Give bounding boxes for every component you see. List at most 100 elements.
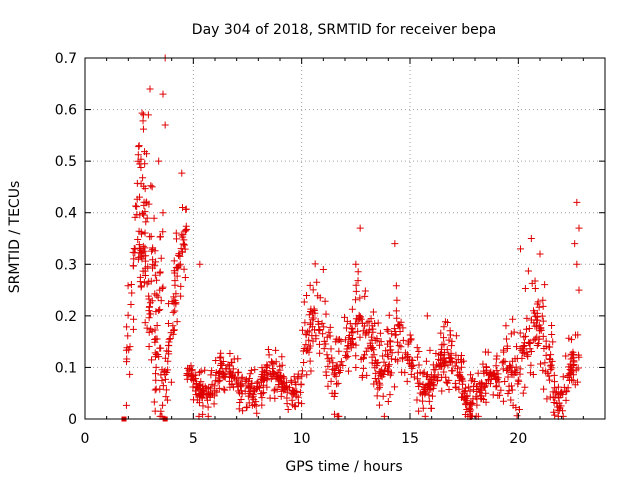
data-point [203,385,211,393]
data-point [307,367,315,375]
data-point [375,401,383,409]
data-point [337,358,345,366]
data-point [148,247,156,255]
data-point [140,278,148,286]
data-point [201,366,209,374]
data-point [496,391,504,399]
data-point [395,342,403,350]
data-point [250,396,258,404]
data-point [335,347,343,355]
data-point [323,333,331,341]
data-point [393,338,401,346]
data-point [500,357,508,365]
data-point [469,395,477,403]
y-tick-label: 0.6 [55,103,77,119]
data-point [460,387,468,395]
data-point [397,343,405,351]
data-point [152,370,160,378]
data-point [342,354,350,362]
data-point [550,399,558,407]
data-point [164,357,172,365]
data-point [373,392,381,400]
data-point [270,387,278,395]
data-point [410,373,418,381]
data-point [474,369,482,377]
data-point [163,368,171,376]
data-point [550,408,558,416]
data-point [196,260,204,268]
data-point [352,260,360,268]
data-point [182,226,190,234]
data-point [123,344,131,352]
data-point [509,315,517,323]
data-point [422,357,430,365]
x-tick-label: 10 [293,431,311,447]
data-point [362,331,370,339]
data-point [334,379,342,387]
x-tick-label: 5 [189,431,198,447]
data-point [161,121,169,129]
data-point [152,258,160,266]
data-point [146,85,154,93]
data-point [137,163,145,171]
data-point [141,185,149,193]
data-point [287,377,295,385]
data-point [523,314,531,322]
data-point [547,351,555,359]
data-point [533,309,541,317]
data-point [330,369,338,377]
data-point [368,343,376,351]
data-point [150,214,158,222]
data-point [421,387,429,395]
data-point [539,366,547,374]
data-point [324,382,332,390]
data-point [535,303,543,311]
data-point [388,349,396,357]
data-point [157,233,165,241]
data-point [533,333,541,341]
data-point [180,265,188,273]
data-point [207,390,215,398]
data-point [322,310,330,318]
data-point [126,370,134,378]
data-point [515,406,523,414]
data-point [537,360,545,368]
data-point [162,393,170,401]
y-tick-label: 0 [68,412,77,428]
data-point [487,368,495,376]
data-point [403,353,411,361]
data-point [138,230,146,238]
data-point [451,362,459,370]
data-point [347,328,355,336]
data-point [497,386,505,394]
data-point [514,380,522,388]
data-point [155,157,163,165]
data-point [327,377,335,385]
data-point [403,377,411,385]
data-point [531,335,539,343]
data-point [309,286,317,294]
data-point [170,293,178,301]
data-point [170,257,178,265]
data-point [462,400,470,408]
data-point [504,373,512,381]
data-point [308,316,316,324]
data-point [349,335,357,343]
data-point [539,317,547,325]
data-point [199,382,207,390]
data-point [407,361,415,369]
data-point [143,324,151,332]
data-point [343,345,351,353]
data-point [324,362,332,370]
data-point [473,387,481,395]
data-point [279,373,287,381]
data-point [243,403,251,411]
data-point [306,357,314,365]
data-point [221,386,229,394]
data-point [148,183,156,191]
data-point [245,399,253,407]
data-point [171,269,179,277]
data-point [319,330,327,338]
data-point [503,366,511,374]
